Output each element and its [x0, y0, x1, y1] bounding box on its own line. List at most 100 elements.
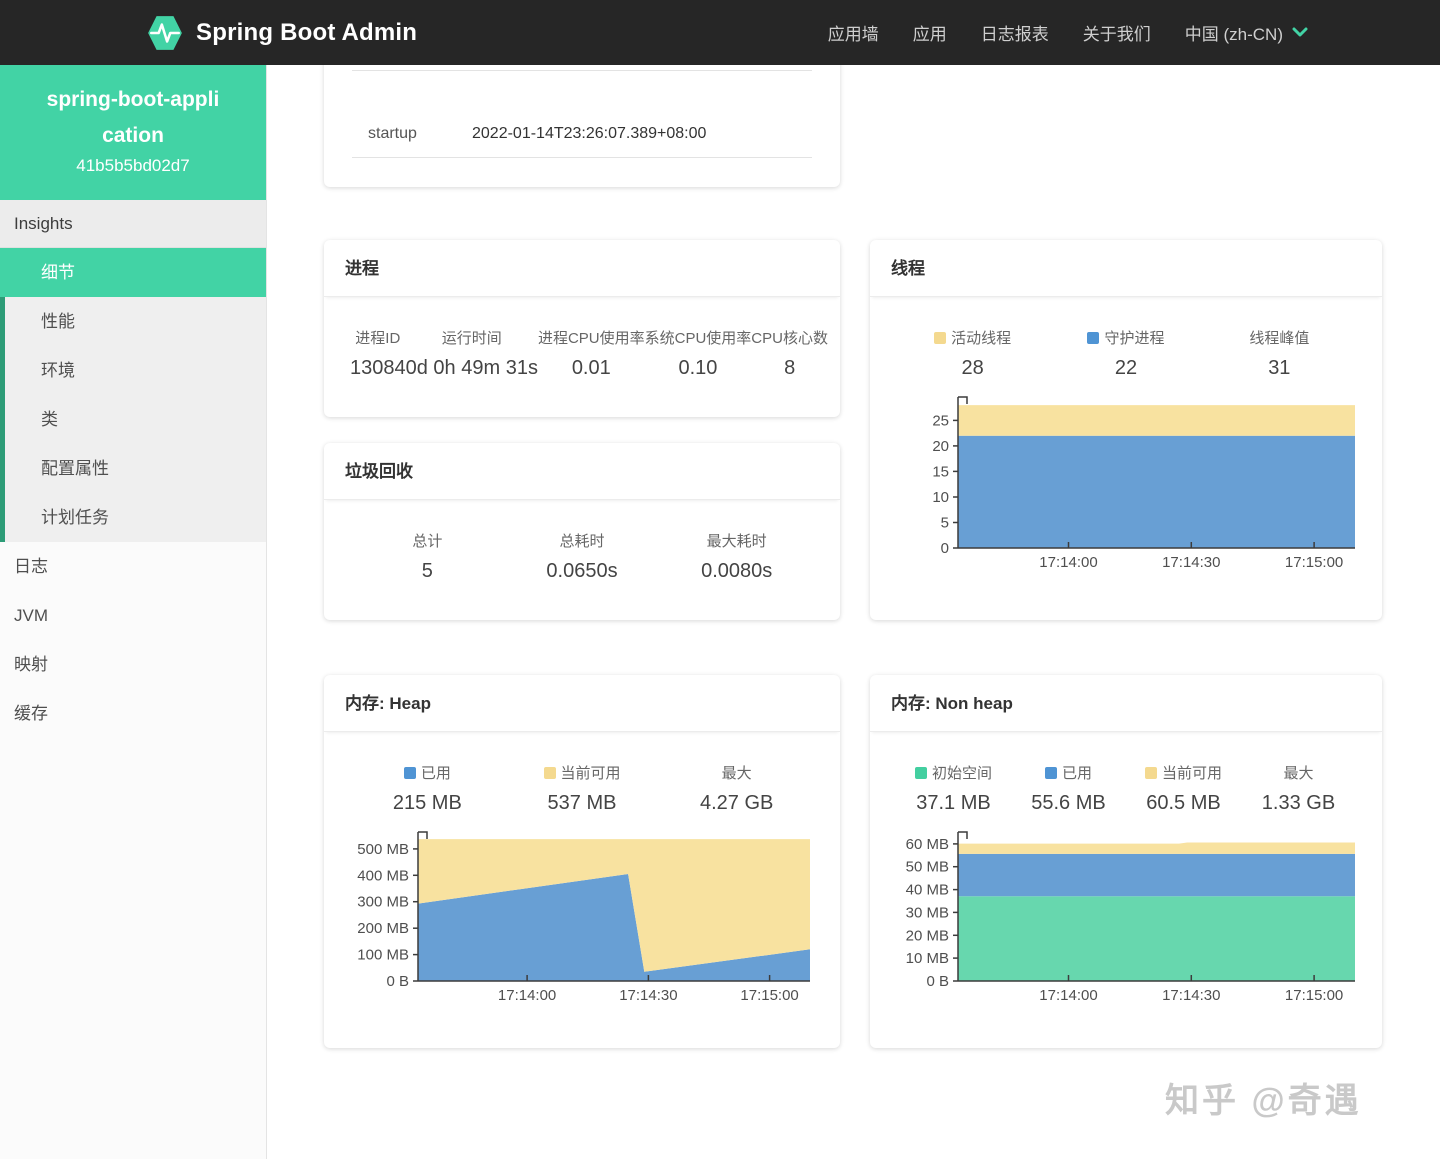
sidebar-item-classes[interactable]: 类	[41, 410, 58, 429]
legend-swatch-used	[1044, 767, 1057, 779]
sidebar-item-scheduled-tasks[interactable]: 计划任务	[41, 508, 109, 527]
svg-text:17:14:00: 17:14:00	[1039, 554, 1097, 571]
nav-applications[interactable]: 应用	[912, 25, 947, 44]
startup-card: startup 2022-01-14T23:26:07.389+08:00	[324, 65, 840, 187]
zhihu-watermark: 知乎 @奇遇	[1165, 1082, 1362, 1120]
legend-swatch-daemon	[1087, 332, 1100, 344]
legend-swatch-initial	[914, 767, 927, 779]
legend-swatch-live	[934, 332, 947, 344]
sidebar-item-logs[interactable]: 日志	[14, 557, 48, 576]
stat-daemon-threads: 守护进程 22	[1049, 327, 1202, 380]
stat-heap-used: 已用 215 MB	[392, 765, 462, 814]
stat-heap-max: 最大 4.27 GB	[699, 765, 774, 814]
details-content: startup 2022-01-14T23:26:07.389+08:00 进程…	[267, 65, 1440, 1159]
row-divider	[352, 70, 812, 71]
legend-swatch-used	[403, 767, 416, 779]
stat-nonheap-max: 最大 1.33 GB	[1261, 765, 1336, 814]
svg-text:17:14:30: 17:14:30	[1162, 987, 1220, 1004]
svg-text:25: 25	[932, 412, 949, 429]
startup-value: 2022-01-14T23:26:07.389+08:00	[472, 124, 707, 142]
memory-heap-card: 内存: Heap 已用 215 MB 当前可用 537 MB 最大 4.27 G…	[324, 675, 840, 1048]
heap-card-title: 内存: Heap	[324, 675, 840, 732]
stat-process-cpu: 进程CPU使用率 0.01	[537, 330, 645, 379]
svg-text:50 MB: 50 MB	[906, 859, 949, 876]
svg-text:17:14:00: 17:14:00	[1039, 987, 1097, 1004]
heap-memory-area-chart: 0 B 100 MB 200 MB 300 MB 400 MB 500 MB 17:14:0…	[357, 831, 810, 1004]
svg-text:15: 15	[932, 463, 949, 480]
brand-title: Spring Boot Admin	[196, 18, 418, 46]
svg-text:17:14:30: 17:14:30	[619, 987, 677, 1004]
svg-text:17:15:00: 17:15:00	[740, 987, 798, 1004]
svg-text:5: 5	[941, 515, 949, 532]
svg-text:17:15:00: 17:15:00	[1285, 987, 1343, 1004]
stat-cpu-cores: CPU核心数 8	[751, 330, 828, 379]
startup-key: startup	[368, 124, 417, 142]
sidebar-item-mappings[interactable]: 映射	[14, 655, 48, 674]
stat-system-cpu: 系统CPU使用率 0.10	[644, 330, 752, 379]
threads-area-chart: 0 5 10 15 20 25 17:14:00 17:14:30 17:15:00	[932, 396, 1355, 571]
svg-text:20 MB: 20 MB	[906, 927, 949, 944]
svg-text:0: 0	[941, 540, 949, 557]
application-header[interactable]: spring-boot-application 41b5b5bd02d7	[0, 65, 266, 200]
sidebar-item-metrics[interactable]: 性能	[41, 312, 75, 331]
sidebar-item-config-properties[interactable]: 配置属性	[41, 459, 109, 478]
legend-swatch-available	[543, 767, 556, 779]
svg-text:30 MB: 30 MB	[906, 904, 949, 921]
sidebar-item-details[interactable]: 细节	[0, 248, 266, 297]
nonheap-stats: 初始空间 37.1 MB 已用 55.6 MB 当前可用 60.5 MB 最大 …	[870, 732, 1382, 815]
brand[interactable]: Spring Boot Admin	[146, 14, 417, 52]
stat-live-threads: 活动线程 28	[896, 327, 1049, 380]
instance-id: 41b5b5bd02d7	[76, 156, 190, 175]
process-stats: 进程ID 13084 运行时间 0d 0h 49m 31s 进程CPU使用率 0…	[324, 297, 840, 380]
threads-card: 线程 活动线程 28 守护进程 22 线程峰值 31 0 5 10 15 20 25 17:…	[870, 240, 1382, 620]
sidebar-section-insights: Insights	[0, 200, 266, 248]
locale-dropdown[interactable]: 中国 (zh-CN)	[1185, 20, 1308, 45]
nav-about[interactable]: 关于我们	[1082, 25, 1151, 44]
garbage-collection-card: 垃圾回收 总计 5 总耗时 0.0650s 最大耗时 0.0080s	[324, 443, 840, 620]
stat-nonheap-used: 已用 55.6 MB	[1031, 765, 1106, 814]
stat-gc-total-time: 总耗时 0.0650s	[546, 533, 618, 582]
svg-text:60 MB: 60 MB	[906, 836, 949, 853]
svg-text:100 MB: 100 MB	[357, 947, 409, 964]
svg-text:10 MB: 10 MB	[906, 950, 949, 967]
nav-applications-wall[interactable]: 应用墙	[827, 25, 879, 44]
process-card-title: 进程	[324, 240, 840, 297]
stat-pid: 进程ID 13084	[350, 330, 406, 379]
threads-card-title: 线程	[870, 240, 1382, 297]
svg-text:200 MB: 200 MB	[357, 920, 409, 937]
svg-text:400 MB: 400 MB	[357, 867, 409, 884]
legend-swatch-available	[1144, 767, 1157, 779]
stat-gc-max-time: 最大耗时 0.0080s	[701, 533, 773, 582]
chevron-down-icon	[1292, 27, 1308, 37]
startup-row: startup 2022-01-14T23:26:07.389+08:00	[352, 110, 812, 158]
stat-gc-count: 总计 5	[412, 533, 443, 582]
svg-text:300 MB: 300 MB	[357, 894, 409, 911]
sidebar-item-jvm[interactable]: JVM	[14, 606, 48, 625]
nonheap-card-title: 内存: Non heap	[870, 675, 1382, 732]
application-name: spring-boot-application	[46, 88, 220, 147]
stat-heap-size: 当前可用 537 MB	[505, 762, 660, 815]
svg-text:17:15:00: 17:15:00	[1285, 554, 1343, 571]
top-navbar: Spring Boot Admin 应用墙 应用 日志报表 关于我们 中国 (z…	[0, 0, 1440, 65]
navbar-links: 应用墙 应用 日志报表 关于我们 中国 (zh-CN)	[828, 20, 1308, 45]
svg-text:0 B: 0 B	[386, 973, 409, 990]
svg-text:40 MB: 40 MB	[906, 882, 949, 899]
nonheap-memory-area-chart: 0 B 10 MB 20 MB 30 MB 40 MB 50 MB 60 MB 17:14:0…	[906, 831, 1355, 1004]
heap-stats: 已用 215 MB 当前可用 537 MB 最大 4.27 GB	[324, 732, 840, 815]
svg-text:20: 20	[932, 438, 949, 455]
sidebar-item-caches[interactable]: 缓存	[14, 704, 48, 723]
svg-text:500 MB: 500 MB	[357, 841, 409, 858]
svg-text:17:14:30: 17:14:30	[1162, 554, 1220, 571]
sidebar-item-environment[interactable]: 环境	[41, 361, 75, 380]
threads-stats: 活动线程 28 守护进程 22 线程峰值 31	[870, 297, 1382, 380]
locale-label: 中国 (zh-CN)	[1184, 25, 1283, 44]
gc-card-title: 垃圾回收	[324, 443, 840, 500]
process-card: 进程 进程ID 13084 运行时间 0d 0h 49m 31s 进程CPU使用…	[324, 240, 840, 417]
nav-journal[interactable]: 日志报表	[980, 25, 1049, 44]
svg-text:0 B: 0 B	[926, 973, 949, 990]
stat-nonheap-initial: 初始空间 37.1 MB	[914, 765, 992, 814]
stat-nonheap-size: 当前可用 60.5 MB	[1144, 765, 1222, 814]
svg-text:17:14:00: 17:14:00	[498, 987, 556, 1004]
gc-stats: 总计 5 总耗时 0.0650s 最大耗时 0.0080s	[324, 500, 840, 583]
sidebar-links: 日志 JVM 映射 缓存	[0, 542, 266, 738]
